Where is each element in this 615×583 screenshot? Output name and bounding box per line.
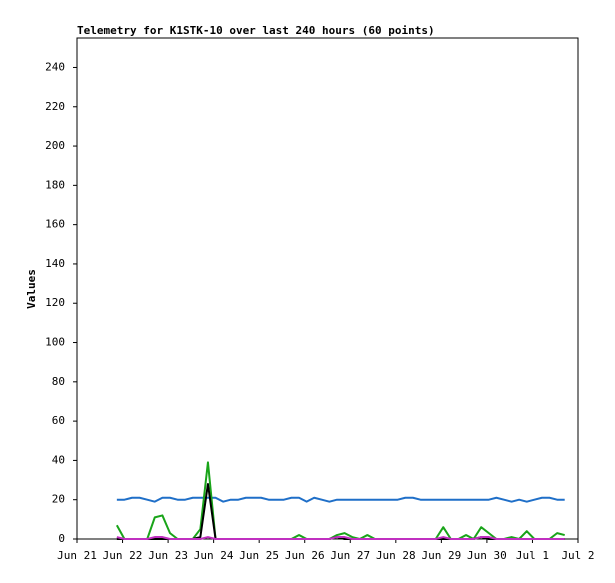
y-axis-label: Values bbox=[25, 269, 38, 309]
y-tick-label: 60 bbox=[52, 414, 65, 427]
x-tick-label: Jul 1 bbox=[516, 549, 549, 562]
x-tick-label: Jun 28 bbox=[376, 549, 416, 562]
y-tick-label: 180 bbox=[45, 178, 65, 191]
chart-title: Telemetry for K1STK-10 over last 240 hou… bbox=[77, 24, 435, 37]
y-tick-label: 160 bbox=[45, 218, 65, 231]
series-line bbox=[116, 482, 565, 540]
y-tick-label: 200 bbox=[45, 139, 65, 152]
x-tick-label: Jun 22 bbox=[103, 549, 143, 562]
series-line bbox=[116, 536, 565, 540]
y-tick-label: 40 bbox=[52, 453, 65, 466]
y-tick-label: 100 bbox=[45, 336, 65, 349]
x-tick-label: Jun 25 bbox=[239, 549, 279, 562]
y-tick-label: 0 bbox=[58, 532, 65, 545]
x-tick-label: Jun 29 bbox=[421, 549, 461, 562]
x-tick-label: Jun 30 bbox=[467, 549, 507, 562]
y-tick-label: 220 bbox=[45, 100, 65, 113]
y-tick-label: 120 bbox=[45, 296, 65, 309]
x-tick-label: Jun 23 bbox=[148, 549, 188, 562]
y-tick-label: 20 bbox=[52, 493, 65, 506]
y-tick-label: 80 bbox=[52, 375, 65, 388]
y-tick-label: 240 bbox=[45, 60, 65, 73]
x-tick-label: Jun 24 bbox=[194, 549, 234, 562]
x-tick-label: Jun 27 bbox=[330, 549, 370, 562]
x-tick-label: Jun 26 bbox=[285, 549, 325, 562]
series-line bbox=[116, 496, 565, 503]
y-tick-label: 140 bbox=[45, 257, 65, 270]
x-tick-label: Jul 2 bbox=[561, 549, 594, 562]
x-tick-label: Jun 21 bbox=[57, 549, 97, 562]
plot-frame bbox=[76, 37, 579, 540]
